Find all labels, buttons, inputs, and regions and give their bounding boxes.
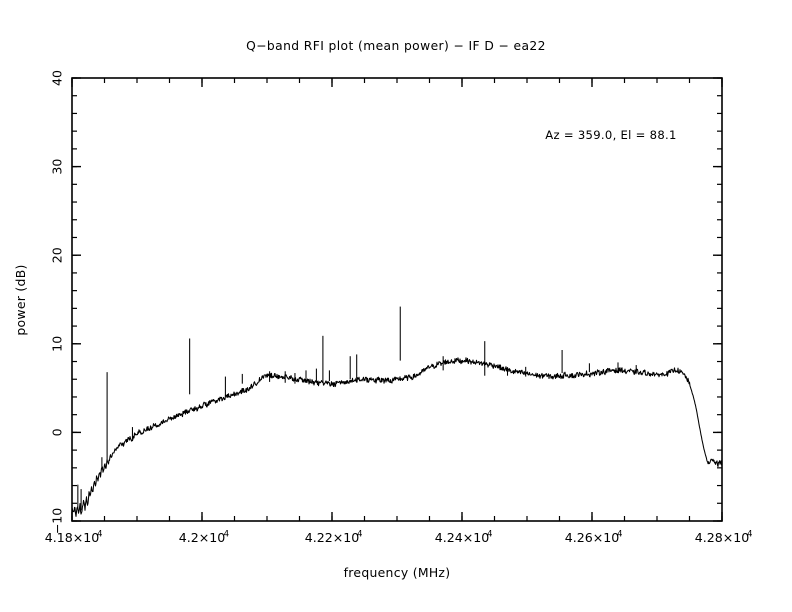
y-tick-label: 20 bbox=[50, 247, 65, 263]
x-tick-label-exponent: 4 bbox=[747, 530, 752, 540]
x-tick-label-mantissa: 4.22×10 bbox=[305, 530, 360, 545]
plot-area bbox=[71, 306, 723, 517]
x-tick-label-mantissa: 4.18×10 bbox=[45, 530, 100, 545]
y-tick-label: 40 bbox=[50, 70, 65, 86]
y-axis-tick-labels: −10 0 10 20 30 40 bbox=[50, 70, 65, 534]
rfi-spike-layer bbox=[77, 306, 637, 511]
x-tick-label-exponent: 4 bbox=[487, 530, 492, 540]
x-tick-label: 4.22×104 bbox=[305, 530, 363, 546]
x-tick-label: 4.24×104 bbox=[435, 530, 493, 546]
x-tick-label: 4.28×104 bbox=[695, 530, 753, 546]
axes-layer bbox=[71, 77, 723, 522]
plot-frame bbox=[71, 77, 723, 522]
x-tick-label-exponent: 4 bbox=[224, 530, 229, 540]
x-tick-label-mantissa: 4.26×10 bbox=[565, 530, 620, 545]
x-tick-label: 4.2×104 bbox=[179, 530, 229, 546]
x-axis-title: frequency (MHz) bbox=[344, 565, 451, 580]
y-tick-label: 30 bbox=[50, 159, 65, 175]
x-tick-label-exponent: 4 bbox=[617, 530, 622, 540]
y-tick-label: 10 bbox=[50, 336, 65, 352]
x-tick-label-exponent: 4 bbox=[357, 530, 362, 540]
y-axis-title: power (dB) bbox=[13, 264, 28, 335]
y-tick-label: 0 bbox=[50, 428, 65, 436]
az-el-annotation: Az = 359.0, El = 88.1 bbox=[545, 128, 676, 142]
x-tick-label-mantissa: 4.24×10 bbox=[435, 530, 490, 545]
power-trace bbox=[71, 357, 723, 517]
x-tick-label-mantissa: 4.2×10 bbox=[179, 530, 226, 545]
x-tick-label-mantissa: 4.28×10 bbox=[695, 530, 750, 545]
x-tick-label-exponent: 4 bbox=[97, 530, 102, 540]
data-series-layer bbox=[71, 357, 723, 517]
x-axis-tick-labels: 4.18×104 4.2×104 4.22×104 4.24×104 4.26×104 4… bbox=[45, 530, 753, 546]
y-tick-label: −10 bbox=[50, 508, 65, 535]
chart-title: Q−band RFI plot (mean power) − IF D − ea… bbox=[246, 39, 546, 53]
x-tick-label: 4.26×104 bbox=[565, 530, 623, 546]
x-tick-label: 4.18×104 bbox=[45, 530, 103, 546]
